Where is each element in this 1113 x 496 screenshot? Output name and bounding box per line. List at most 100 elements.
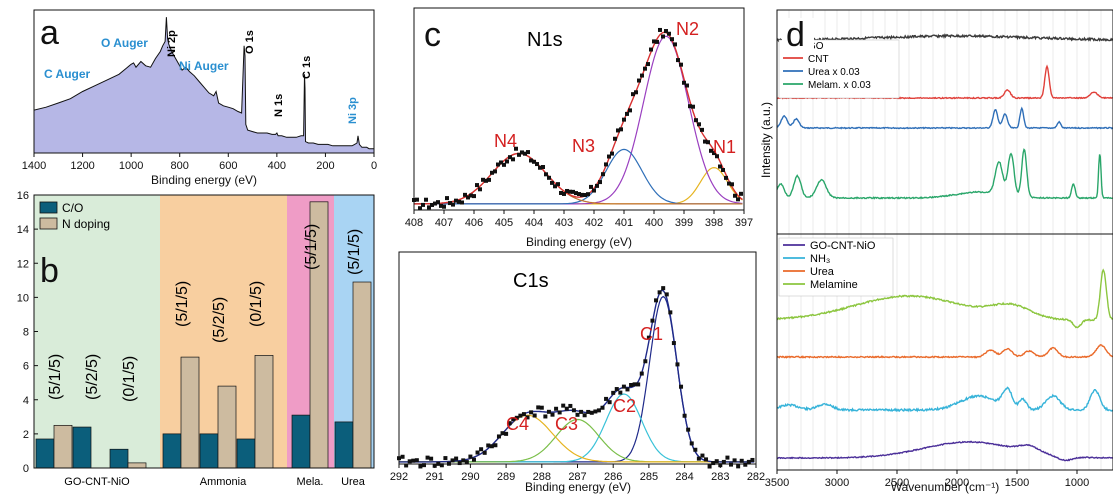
data-point	[451, 202, 455, 207]
panel-d-spectra	[776, 33, 1113, 462]
data-point	[679, 384, 684, 389]
data-point	[589, 410, 594, 415]
data-point	[685, 83, 689, 88]
data-point	[646, 335, 651, 340]
data-point	[504, 431, 509, 436]
data-point	[712, 151, 716, 156]
data-point	[733, 193, 737, 198]
spectrum-urea-b	[776, 344, 1113, 359]
data-point	[461, 458, 466, 463]
data-point	[632, 382, 637, 387]
data-point	[529, 158, 533, 163]
panel-d-x-tick-label: 3000	[825, 477, 849, 489]
data-point	[664, 292, 669, 297]
legend-bottom-label: Urea	[810, 266, 835, 278]
bar-ratio-label: (5/2/5)	[84, 354, 101, 400]
bar-n-doping	[127, 462, 147, 469]
data-point	[538, 165, 542, 170]
x-tick-label: 406	[465, 217, 483, 229]
x-tick-label: 284	[675, 471, 693, 483]
bar-ratio-label: (5/1/5)	[174, 281, 191, 327]
data-point	[700, 127, 704, 132]
panel-b-bars	[35, 201, 372, 469]
data-point	[436, 200, 440, 205]
data-point	[643, 359, 648, 364]
data-point	[468, 454, 473, 459]
data-point	[689, 441, 694, 446]
data-point	[679, 62, 683, 67]
data-point	[631, 92, 635, 97]
peak-label-ni-2p: Ni 2p	[166, 30, 178, 57]
data-point	[464, 460, 469, 465]
data-point	[466, 195, 470, 200]
data-point	[593, 409, 598, 414]
data-point	[561, 403, 566, 408]
panel-d-letter: d	[786, 16, 805, 54]
peak-label-ni-3p: Ni 3p	[347, 97, 359, 124]
data-point	[724, 175, 728, 180]
data-point	[671, 341, 676, 346]
peak-label-n1: N1	[713, 137, 736, 157]
panel-d-x-ticks: 3500 3000 2500 2000 1500 1000	[765, 470, 1089, 489]
peak-label-n4: N4	[494, 131, 517, 151]
data-point	[454, 456, 459, 461]
data-point	[739, 191, 743, 196]
c1s-title: C1s	[513, 270, 549, 292]
panel-d-x-tick-label: 2500	[885, 477, 909, 489]
data-point	[706, 140, 710, 145]
data-point	[711, 461, 716, 466]
data-point	[649, 47, 653, 52]
data-point	[454, 198, 458, 203]
data-point	[582, 413, 587, 418]
data-point	[694, 118, 698, 123]
x-tick-label: 282	[747, 471, 765, 483]
peak-label-c1: C1	[640, 324, 663, 344]
data-point	[682, 80, 686, 85]
bar-co	[72, 426, 92, 469]
data-point	[637, 78, 641, 83]
panel-b-y-ticks: 0 2 4 6 8 10 12 14 16	[17, 190, 38, 475]
data-point	[616, 128, 620, 133]
data-point	[508, 155, 512, 160]
data-point	[523, 151, 527, 156]
data-point	[600, 405, 605, 410]
fit-component-c1	[399, 295, 755, 463]
data-point	[580, 192, 584, 197]
panel-b-bar-chart: (5/1/5) (5/2/5) (0/1/5) (5/1/5) (5/2/5) (0/1/…	[17, 190, 375, 488]
data-point	[583, 193, 587, 198]
data-point	[484, 178, 488, 183]
c1s-data-points	[397, 286, 755, 469]
panel-a-x-tick-label: 1000	[119, 160, 143, 172]
data-point	[718, 164, 722, 169]
data-point	[697, 122, 701, 127]
peak-label-n2: N2	[676, 19, 699, 39]
n1s-fit-curves	[414, 31, 743, 205]
x-tick-label: 407	[435, 217, 453, 229]
legend-n-label: N doping	[62, 217, 110, 231]
bar-ratio-label: (5/1/5)	[303, 224, 320, 270]
data-point	[577, 192, 581, 197]
x-tick-label: 283	[711, 471, 729, 483]
panel-d-x-tick-label: 2000	[945, 477, 969, 489]
bar-n-doping	[180, 356, 200, 469]
group-label-go: GO-CNT-NiO	[64, 476, 130, 488]
data-point	[725, 455, 730, 460]
fit-envelope	[414, 31, 743, 205]
spectrum-nh3	[776, 386, 1113, 413]
panel-d-ylabel: Intensity (a.u.)	[759, 102, 773, 178]
data-point	[621, 384, 626, 389]
data-point	[709, 148, 713, 153]
peak-label-n-1s: N 1s	[273, 94, 285, 117]
c1s-peak-labels: C1 C2 C3 C4	[506, 324, 663, 434]
data-point	[418, 206, 422, 211]
x-tick-label: 401	[615, 217, 633, 229]
x-tick-label: 290	[461, 471, 479, 483]
data-point	[619, 127, 623, 132]
bar-ratio-label: (0/1/5)	[248, 281, 265, 327]
data-point	[400, 454, 405, 459]
fit-envelope	[399, 289, 755, 463]
panel-a-survey-spectrum: 1400 1200 1000 800 600 400 200 0 a Binding ener…	[22, 9, 377, 187]
data-point	[450, 458, 455, 463]
data-point	[553, 184, 557, 189]
